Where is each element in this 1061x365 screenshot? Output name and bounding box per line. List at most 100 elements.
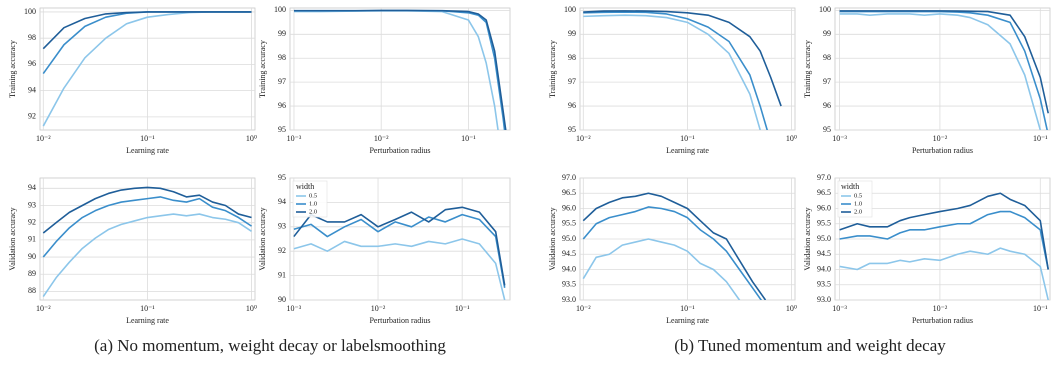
y-tick-label: 100 xyxy=(819,5,831,14)
legend-label: 2.0 xyxy=(854,208,862,215)
y-tick-label: 94.5 xyxy=(817,249,831,258)
y-tick-label: 94.5 xyxy=(562,249,576,258)
series-group xyxy=(42,186,252,298)
y-tick-label: 91 xyxy=(278,270,286,279)
x-tick-label: 10⁰ xyxy=(786,304,797,313)
y-tick-label: 100 xyxy=(274,5,286,14)
x-tick-label: 10⁻¹ xyxy=(1033,134,1048,143)
y-tick-label: 96.0 xyxy=(562,203,576,212)
x-axis-label: Perturbation radius xyxy=(912,146,973,155)
x-tick-label: 10⁻² xyxy=(576,134,591,143)
x-axis-label: Perturbation radius xyxy=(369,146,430,155)
series-line xyxy=(42,11,252,50)
legend-title: width xyxy=(296,182,314,191)
panel: 95 96 97 98 99 100 10⁻² 10⁻¹ 10⁰ Learning rate Tra… xyxy=(548,5,797,155)
y-tick-label: 95.0 xyxy=(817,234,831,243)
plot-area xyxy=(289,7,511,131)
series-group xyxy=(839,10,1050,130)
y-axis-label: Validation accuracy xyxy=(803,207,812,270)
y-tick-label: 96 xyxy=(278,101,286,110)
x-tick-label: 10⁻³ xyxy=(832,134,847,143)
plot-area xyxy=(834,7,1051,131)
y-tick-label: 99 xyxy=(823,29,831,38)
series-line xyxy=(42,196,252,258)
y-tick-label: 96 xyxy=(568,101,576,110)
y-tick-label: 99 xyxy=(278,29,286,38)
y-axis-label: Training accuracy xyxy=(548,40,557,98)
caption: (a) No momentum, weight decay or labelsm… xyxy=(94,336,446,355)
panel: 90 91 92 93 94 95 10⁻³ 10⁻² 10⁻¹ Perturbation rad… xyxy=(258,173,511,325)
y-tick-label: 95 xyxy=(568,125,576,134)
y-tick-label: 90 xyxy=(278,295,286,304)
y-tick-label: 93.0 xyxy=(817,295,831,304)
series-line xyxy=(293,213,506,288)
series-group xyxy=(583,10,782,130)
y-tick-label: 97 xyxy=(568,77,576,86)
y-tick-label: 95 xyxy=(278,125,286,134)
legend-label: 0.5 xyxy=(854,192,862,199)
y-axis-label: Validation accuracy xyxy=(8,207,17,270)
y-tick-label: 95.5 xyxy=(817,219,831,228)
x-tick-label: 10⁻¹ xyxy=(140,134,155,143)
y-tick-label: 97 xyxy=(278,77,286,86)
legend-label: 1.0 xyxy=(854,200,862,207)
x-tick-label: 10⁻² xyxy=(576,304,591,313)
y-tick-label: 92 xyxy=(28,112,36,121)
x-tick-label: 10⁻³ xyxy=(287,134,302,143)
x-axis-label: Learning rate xyxy=(126,146,169,155)
x-tick-label: 10⁻³ xyxy=(287,304,302,313)
series-line xyxy=(839,210,1050,270)
x-axis-label: Perturbation radius xyxy=(912,316,973,325)
y-tick-label: 96 xyxy=(823,101,831,110)
x-tick-label: 10⁻³ xyxy=(832,304,847,313)
x-tick-label: 10⁻¹ xyxy=(680,134,695,143)
x-tick-label: 10⁻² xyxy=(371,304,386,313)
y-tick-label: 94.0 xyxy=(562,264,576,273)
y-tick-label: 100 xyxy=(564,5,576,14)
series-group xyxy=(582,192,767,300)
y-tick-label: 95.0 xyxy=(562,234,576,243)
y-tick-label: 93.5 xyxy=(817,280,831,289)
x-axis-label: Learning rate xyxy=(666,316,709,325)
x-tick-label: 10⁻¹ xyxy=(1033,304,1048,313)
y-tick-label: 93 xyxy=(28,200,36,209)
series-line xyxy=(583,10,782,107)
caption: (b) Tuned momentum and weight decay xyxy=(674,336,946,355)
x-tick-label: 10⁻² xyxy=(36,304,51,313)
panel: 95 96 97 98 99 100 10⁻³ 10⁻² 10⁻¹ Perturbation ra… xyxy=(258,5,511,155)
y-tick-label: 90 xyxy=(28,252,36,261)
panel: 93.0 93.5 94.0 94.5 95.0 95.5 96.0 96.5 97.0 10⁻²… xyxy=(548,173,797,325)
series-line xyxy=(293,206,506,286)
y-tick-label: 91 xyxy=(28,235,36,244)
y-tick-label: 95 xyxy=(278,173,286,182)
x-tick-label: 10⁰ xyxy=(246,134,257,143)
x-tick-label: 10⁻¹ xyxy=(461,134,476,143)
y-tick-label: 97.0 xyxy=(562,173,576,182)
y-tick-label: 96.5 xyxy=(817,188,831,197)
y-tick-label: 96.5 xyxy=(562,188,576,197)
series-line xyxy=(42,186,252,234)
series-line xyxy=(839,192,1050,270)
y-tick-label: 92 xyxy=(28,218,36,227)
series-group xyxy=(293,9,507,130)
y-tick-label: 97.0 xyxy=(817,173,831,182)
y-tick-label: 93.0 xyxy=(562,295,576,304)
x-tick-label: 10⁻² xyxy=(374,134,389,143)
y-tick-label: 98 xyxy=(28,33,36,42)
series-line xyxy=(293,238,506,300)
x-tick-label: 10⁻¹ xyxy=(455,304,470,313)
y-tick-label: 100 xyxy=(24,7,36,16)
y-tick-label: 98 xyxy=(823,53,831,62)
y-tick-label: 89 xyxy=(28,269,36,278)
y-axis-label: Training accuracy xyxy=(258,40,267,98)
series-group xyxy=(293,206,506,300)
series-group xyxy=(839,192,1050,300)
series-line xyxy=(839,10,1050,114)
legend-label: 2.0 xyxy=(309,208,317,215)
y-tick-label: 96.0 xyxy=(817,203,831,212)
panel: 93.0 93.5 94.0 94.5 95.0 95.5 96.0 96.5 97.0 10⁻³… xyxy=(803,173,1051,325)
y-tick-label: 93 xyxy=(278,222,286,231)
